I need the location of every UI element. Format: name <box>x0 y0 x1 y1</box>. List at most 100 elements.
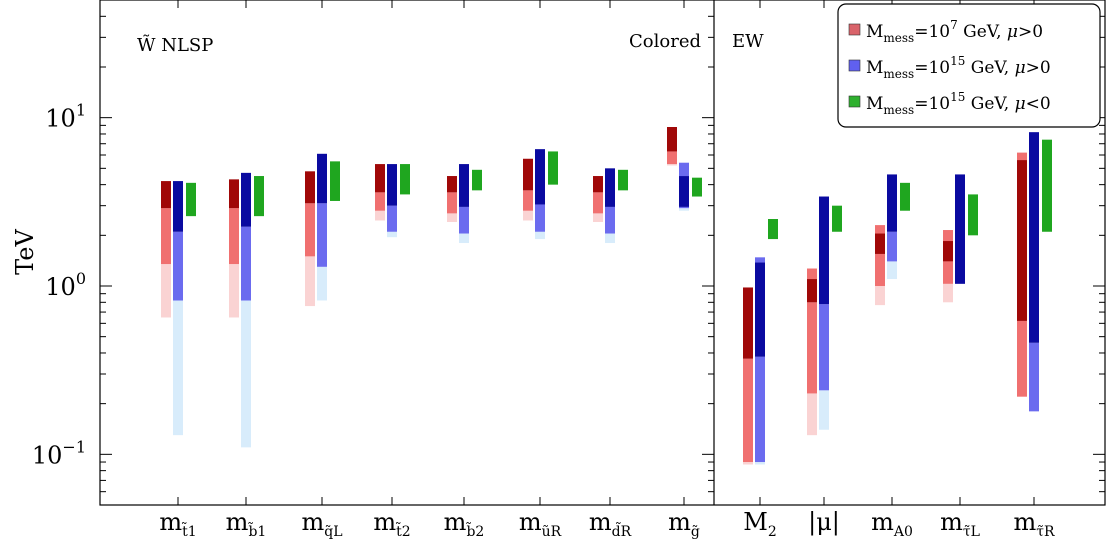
bar-segment-s1-c11-dark <box>955 174 965 284</box>
bar-segment-s1-c1-light <box>241 300 251 448</box>
bar-segment-s1-c8-light <box>755 462 765 465</box>
bar-segment-s0-c5-light <box>523 210 533 221</box>
bar-segment-s1-c6-dark <box>605 168 615 207</box>
bar-segment-s0-c10-light <box>875 285 885 306</box>
bar-segment-s2-c1-dark <box>254 176 264 217</box>
bar-segment-s1-c8-mid <box>755 356 765 463</box>
legend-box <box>837 3 1101 128</box>
bar-segment-s1-c4-mid <box>459 206 469 234</box>
bar-segment-s1-c9-mid <box>819 304 829 391</box>
bar-segment-s1-c10-dark <box>887 174 897 232</box>
x-tick-labels: mt̃1 mb̃1 mq̃L mt̃2 mb̃2 mũR md̃R mg̃ M2 |μ| mA0 mτ… <box>159 508 1055 540</box>
bar-segment-s2-c7-dark <box>692 177 702 197</box>
bar-segment-s0-c9-top_mid <box>807 268 817 280</box>
bar-segment-s1-c3-light <box>387 231 397 238</box>
bar-segment-s0-c1-light <box>229 264 239 318</box>
legend-label-2: Mmess=1015 GeV, μ<0 <box>866 90 1051 117</box>
x-tick-label: mA0 <box>871 508 913 540</box>
x-tick-label: M2 <box>743 508 777 540</box>
bar-segment-s2-c6-dark <box>618 169 628 191</box>
bar-segment-s0-c8-dark <box>743 287 753 359</box>
bar-segment-s2-c8-dark <box>768 219 778 240</box>
bar-segment-s0-c6-light <box>593 213 603 222</box>
bar-segment-s2-c11-dark <box>968 194 978 236</box>
y-axis-label: TeV <box>11 228 39 274</box>
y-tick-labels: 10−1 100 101 <box>32 101 86 470</box>
bar-segment-s1-c0-light <box>173 300 183 436</box>
bar-segment-s0-c8-mid <box>743 358 753 463</box>
bar-segment-s1-c6-mid <box>605 206 615 234</box>
bar-segment-s0-c6-mid <box>593 192 603 214</box>
bar-segment-s0-c4-mid <box>447 192 457 214</box>
ticks-layer <box>100 0 1105 506</box>
bar-segment-s0-c7-light <box>667 164 677 166</box>
bar-segment-s0-c3-dark <box>375 164 385 193</box>
bar-segment-s1-c12-dark <box>1029 132 1039 343</box>
plot-frame <box>99 0 1106 506</box>
bar-segment-s1-c0-mid <box>173 231 183 301</box>
bar-segment-s1-c10-mid <box>887 231 897 262</box>
bar-segment-s0-c9-dark <box>807 279 817 303</box>
y-tick-label: 10−1 <box>32 437 86 469</box>
bar-segment-s1-c0-dark <box>173 181 183 232</box>
bar-segment-s1-c7-dark <box>679 176 689 207</box>
x-tick-label: md̃R <box>589 508 632 540</box>
legend-label-0: Mmess=107 GeV, μ>0 <box>866 18 1043 45</box>
x-tick-label: |μ| <box>808 508 840 537</box>
bar-segment-s0-c10-dark <box>875 233 885 254</box>
bar-segment-s1-c12-mid <box>1029 342 1039 412</box>
x-tick-label: mt̃1 <box>159 508 196 540</box>
bar-segment-s1-c4-dark <box>459 164 469 207</box>
bar-segment-s0-c3-light <box>375 210 385 221</box>
bar-segment-s1-c3-dark <box>387 164 397 206</box>
legend-entries: Mmess=107 GeV, μ>0 Mmess=1015 GeV, μ>0 Mme… <box>848 18 1051 117</box>
region-label-ew: EW <box>732 31 764 52</box>
bar-segment-s0-c0-dark <box>161 181 171 209</box>
bar-segment-s1-c8-dark <box>755 262 765 357</box>
x-tick-label: mb̃1 <box>226 508 267 540</box>
x-tick-label: mt̃2 <box>373 508 410 540</box>
bar-segment-s0-c7-mid <box>667 151 677 165</box>
bar-segment-s0-c0-light <box>161 264 171 318</box>
bar-segment-s2-c9-dark <box>832 205 842 232</box>
legend-label-1: Mmess=1015 GeV, μ>0 <box>866 54 1051 81</box>
bar-segment-s1-c10-light <box>887 261 897 280</box>
y-tick-label: 100 <box>45 269 86 301</box>
bar-segment-s1-c7-mid <box>679 206 689 209</box>
region-label-colored: Colored <box>629 31 701 52</box>
bars-layer <box>161 127 1052 465</box>
bar-segment-s1-c3-mid <box>387 205 397 232</box>
legend-swatch-1 <box>848 59 861 72</box>
bar-segment-s0-c10-top_mid <box>875 225 885 234</box>
bar-segment-s2-c5-dark <box>548 151 558 185</box>
bar-segment-s1-c8-top_mid <box>755 257 765 263</box>
bar-segment-s0-c1-dark <box>229 179 239 209</box>
bar-segment-s0-c7-dark <box>667 127 677 152</box>
bar-segment-s0-c11-top_mid <box>943 230 953 242</box>
x-tick-label: mg̃ <box>668 508 700 540</box>
bar-segment-s0-c5-dark <box>523 158 533 191</box>
bar-segment-s2-c12-dark <box>1042 139 1052 232</box>
bar-segment-s1-c2-mid <box>317 203 327 267</box>
bar-segment-s0-c3-mid <box>375 192 385 211</box>
bar-segment-s0-c12-top_mid <box>1017 152 1027 161</box>
bar-segment-s0-c11-light <box>943 283 953 303</box>
bar-segment-s0-c10-mid <box>875 253 885 286</box>
y-tick-label: 101 <box>45 101 86 133</box>
bar-segment-s1-c1-mid <box>241 226 251 301</box>
bar-segment-s0-c4-dark <box>447 176 457 193</box>
bar-segment-s1-c5-mid <box>535 204 545 232</box>
x-tick-label: mτ̃L <box>940 508 980 540</box>
bar-segment-s1-c6-light <box>605 233 615 244</box>
x-tick-label: mτ̃R <box>1013 508 1055 540</box>
bar-segment-s0-c5-mid <box>523 190 533 211</box>
bar-segment-s0-c12-mid <box>1017 320 1027 397</box>
bar-segment-s0-c2-mid <box>305 203 315 257</box>
bar-segment-s2-c2-dark <box>330 161 340 201</box>
bar-segment-s0-c1-mid <box>229 208 239 265</box>
bar-segment-s0-c9-light <box>807 393 817 436</box>
x-tick-label: mũR <box>519 508 562 540</box>
legend-swatch-0 <box>848 23 861 36</box>
bar-segment-s2-c4-dark <box>472 169 482 191</box>
